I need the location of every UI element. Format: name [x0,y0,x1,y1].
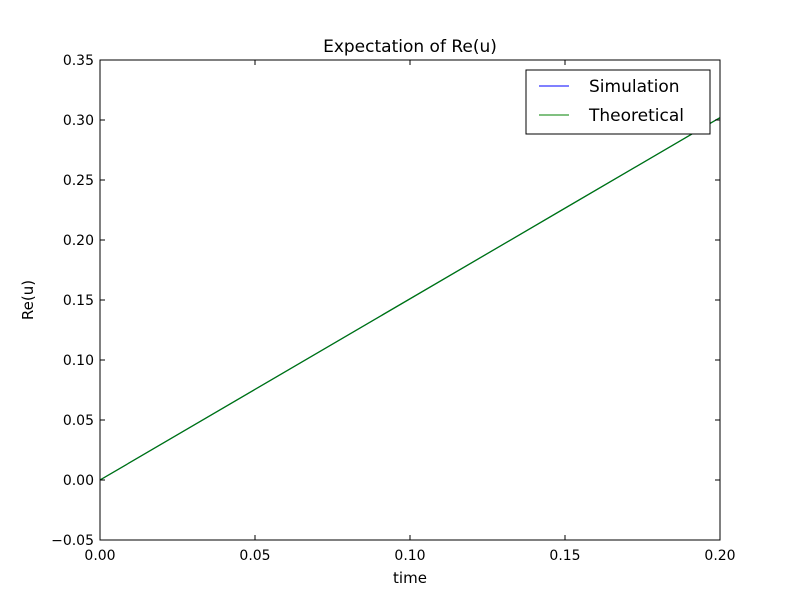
legend-label-theoretical: Theoretical [588,106,684,126]
y-axis-label: Re(u) [19,280,37,320]
x-tick-label: 0.00 [84,548,115,564]
legend-box [525,69,711,135]
y-axis-ticks: −0.05 0.00 0.05 0.10 0.15 0.20 0.25 0.30 0.35 [51,53,720,549]
x-tick-label: 0.20 [704,548,735,564]
y-tick-label: −0.05 [51,533,94,549]
x-tick-label: 0.05 [239,548,270,564]
series-layer [99,117,721,481]
x-tick-label: 0.10 [394,548,425,564]
y-tick-label: 0.25 [63,173,94,189]
chart-title: Expectation of Re(u) [323,37,497,57]
x-axis-label: time [393,569,427,587]
series-line-theoretical [99,117,721,481]
y-tick-label: 0.35 [63,53,94,69]
y-tick-label: 0.20 [63,233,94,249]
y-tick-label: 0.10 [63,353,94,369]
y-tick-label: 0.05 [63,413,94,429]
y-tick-label: 0.30 [63,113,94,129]
legend-label-simulation: Simulation [589,77,680,97]
x-axis-ticks: 0.00 0.05 0.10 0.15 0.20 [84,60,736,564]
y-tick-label: 0.15 [63,293,94,309]
x-tick-label: 0.15 [549,548,580,564]
legend: Simulation Theoretical [525,69,711,135]
y-tick-label: 0.00 [63,473,94,489]
